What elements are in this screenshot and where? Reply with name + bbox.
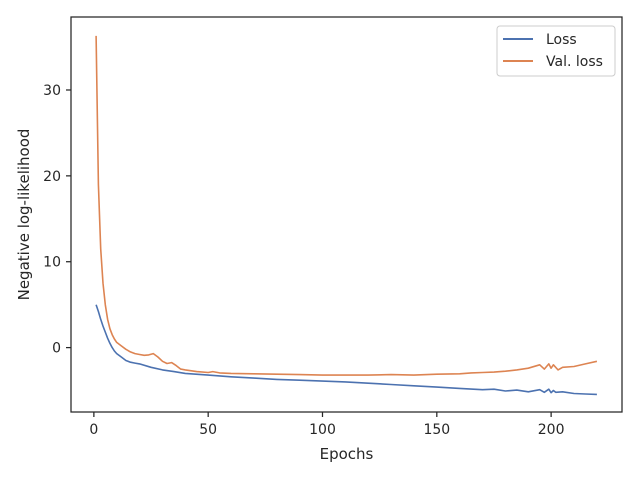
ticks-layer: 0 50 100 150 200 0 10 20 30 [43, 83, 564, 438]
x-tick-label: 100 [309, 422, 336, 438]
x-tick-label: 50 [199, 422, 217, 438]
legend-label-val-loss: Val. loss [546, 54, 603, 70]
y-tick-label: 0 [52, 341, 61, 357]
plot-frame [70, 16, 623, 413]
y-axis-label: Negative log-likelihood [15, 129, 33, 301]
x-tick-label: 200 [538, 422, 565, 438]
x-tick-label: 150 [423, 422, 450, 438]
y-tick-label: 30 [43, 83, 61, 99]
y-tick-label: 10 [43, 255, 61, 271]
series-line-val-loss [95, 35, 598, 376]
legend: Loss Val. loss [496, 25, 616, 77]
series-line-loss [95, 304, 597, 396]
x-tick-label: 0 [89, 422, 98, 438]
legend-label-loss: Loss [546, 32, 577, 48]
y-tick-label: 20 [43, 169, 61, 185]
x-axis-label: Epochs [320, 445, 374, 463]
series-layer [95, 35, 598, 396]
